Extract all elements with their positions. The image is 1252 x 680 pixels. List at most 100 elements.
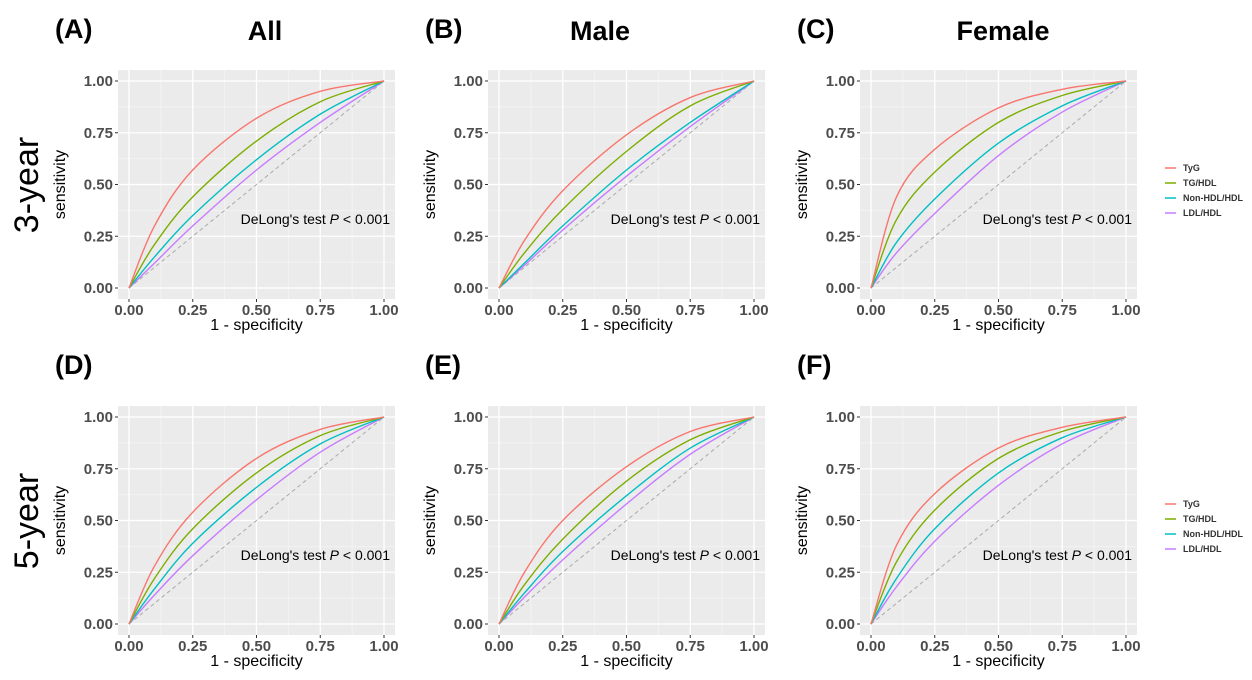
annotation-suffix: < 0.001: [1081, 211, 1132, 227]
roc-panel: (E) 0.000.00 0.25 0.25 0.50 0.50 0.75 0.75 1.00 1…: [422, 350, 769, 670]
x-axis-title: 1 - specificity: [580, 653, 672, 670]
annotation-suffix: < 0.001: [339, 211, 390, 227]
x-tick-label: 0.75: [306, 302, 335, 319]
x-tick-label: 1.00: [1111, 638, 1140, 655]
delong-annotation: DeLong's test P < 0.001: [241, 211, 391, 227]
roc-curve-non-hdl-hdl: [498, 80, 755, 289]
panel-letter: (C): [797, 14, 834, 44]
roc-curve-tg-hdl: [128, 80, 385, 289]
reference-diagonal: [870, 80, 1127, 289]
legend-label: Non-HDL/HDL: [1183, 529, 1243, 539]
annotation-p: P: [700, 211, 710, 227]
roc-panel: (C) 0.000.00 0.25 0.25 0.50 0.50 0.75 0.75 1.00 1…: [794, 14, 1141, 334]
delong-annotation: DeLong's test P < 0.001: [983, 211, 1133, 227]
annotation-prefix: DeLong's test: [983, 547, 1072, 563]
roc-curve-tyg: [498, 80, 755, 289]
y-tick-label: 0.25: [454, 228, 483, 245]
roc-curve-ldl-hdl: [128, 416, 385, 625]
x-axis-title: 1 - specificity: [952, 317, 1044, 334]
annotation-prefix: DeLong's test: [983, 211, 1072, 227]
y-tick-label: 0.50: [84, 177, 113, 194]
annotation-p: P: [1072, 547, 1082, 563]
reference-diagonal: [870, 416, 1127, 625]
roc-curve-tg-hdl: [870, 80, 1127, 289]
y-tick-label: 1.00: [84, 409, 113, 426]
y-tick-label: 0.00: [826, 616, 855, 633]
panel-letter: (E): [425, 350, 461, 380]
annotation-suffix: < 0.001: [709, 211, 760, 227]
y-tick-label: 1.00: [826, 73, 855, 90]
roc-curve-non-hdl-hdl: [870, 416, 1127, 625]
roc-curve-ldl-hdl: [870, 416, 1127, 625]
x-tick-label: 0.75: [676, 638, 705, 655]
annotation-p: P: [700, 547, 710, 563]
roc-curve-ldl-hdl: [498, 80, 755, 289]
y-tick-label: 0.25: [826, 564, 855, 581]
y-tick-label: 0.75: [84, 461, 113, 478]
annotation-prefix: DeLong's test: [611, 211, 700, 227]
annotation-p: P: [330, 547, 340, 563]
y-tick-label: 0.50: [454, 513, 483, 530]
panel-letter: (D): [55, 350, 92, 380]
legend-label: TG/HDL: [1183, 178, 1217, 188]
x-tick-label: 0.25: [178, 302, 207, 319]
roc-curve-tyg: [498, 416, 755, 625]
row-title: 5-year: [8, 473, 46, 569]
reference-diagonal: [128, 80, 385, 289]
annotation-prefix: DeLong's test: [241, 211, 330, 227]
x-tick-label: 1.00: [1111, 302, 1140, 319]
y-axis-title: sensitivity: [52, 486, 69, 555]
roc-curve-tyg: [128, 80, 385, 289]
x-tick-label: 0.25: [920, 302, 949, 319]
legend-label: TG/HDL: [1183, 514, 1217, 524]
column-title: Male: [570, 16, 630, 46]
y-tick-label: 0.25: [454, 564, 483, 581]
x-tick-label: 0.50: [612, 638, 641, 655]
roc-curve-tg-hdl: [128, 416, 385, 625]
x-tick-label: 0.50: [242, 302, 271, 319]
panel-letter: (A): [55, 14, 92, 44]
legend-label: TyG: [1183, 499, 1200, 509]
annotation-prefix: DeLong's test: [241, 547, 330, 563]
y-tick-label: 0.00: [84, 616, 113, 633]
x-tick-label: 0.00: [856, 638, 885, 655]
delong-annotation: DeLong's test P < 0.001: [241, 547, 391, 563]
annotation-prefix: DeLong's test: [611, 547, 700, 563]
y-axis-title: sensitivity: [794, 150, 811, 219]
roc-curve-tyg: [870, 80, 1127, 289]
legend-label: LDL/HDL: [1183, 208, 1222, 218]
y-tick-label: 0.25: [84, 564, 113, 581]
x-tick-label: 0.50: [612, 302, 641, 319]
x-tick-label: 0.00: [856, 302, 885, 319]
x-tick-label: 0.75: [1048, 638, 1077, 655]
y-tick-label: 0.75: [454, 461, 483, 478]
column-title: All: [248, 16, 283, 46]
x-tick-label: 0.00: [114, 302, 143, 319]
roc-curve-non-hdl-hdl: [870, 80, 1127, 289]
y-tick-label: 0.50: [826, 513, 855, 530]
x-tick-label: 1.00: [739, 302, 768, 319]
legend-label: Non-HDL/HDL: [1183, 193, 1243, 203]
y-tick-label: 1.00: [84, 73, 113, 90]
x-tick-label: 0.25: [548, 302, 577, 319]
y-tick-label: 0.00: [454, 280, 483, 297]
annotation-suffix: < 0.001: [1081, 547, 1132, 563]
y-axis-title: sensitivity: [422, 486, 439, 555]
x-tick-label: 0.00: [484, 302, 513, 319]
roc-curve-tg-hdl: [498, 416, 755, 625]
x-axis-title: 1 - specificity: [210, 653, 302, 670]
x-axis-title: 1 - specificity: [210, 317, 302, 334]
annotation-p: P: [330, 211, 340, 227]
y-tick-label: 0.75: [826, 125, 855, 142]
annotation-suffix: < 0.001: [709, 547, 760, 563]
roc-curve-tyg: [870, 416, 1127, 625]
x-tick-label: 1.00: [369, 302, 398, 319]
y-tick-label: 0.50: [84, 513, 113, 530]
column-title: Female: [956, 16, 1049, 46]
reference-diagonal: [498, 416, 755, 625]
x-tick-label: 0.25: [178, 638, 207, 655]
roc-panel: (F) 0.000.00 0.25 0.25 0.50 0.50 0.75 0.75 1.00 1…: [794, 350, 1141, 670]
legend: TyG TG/HDL Non-HDL/HDL LDL/HDL: [1165, 499, 1243, 554]
y-axis-title: sensitivity: [52, 150, 69, 219]
